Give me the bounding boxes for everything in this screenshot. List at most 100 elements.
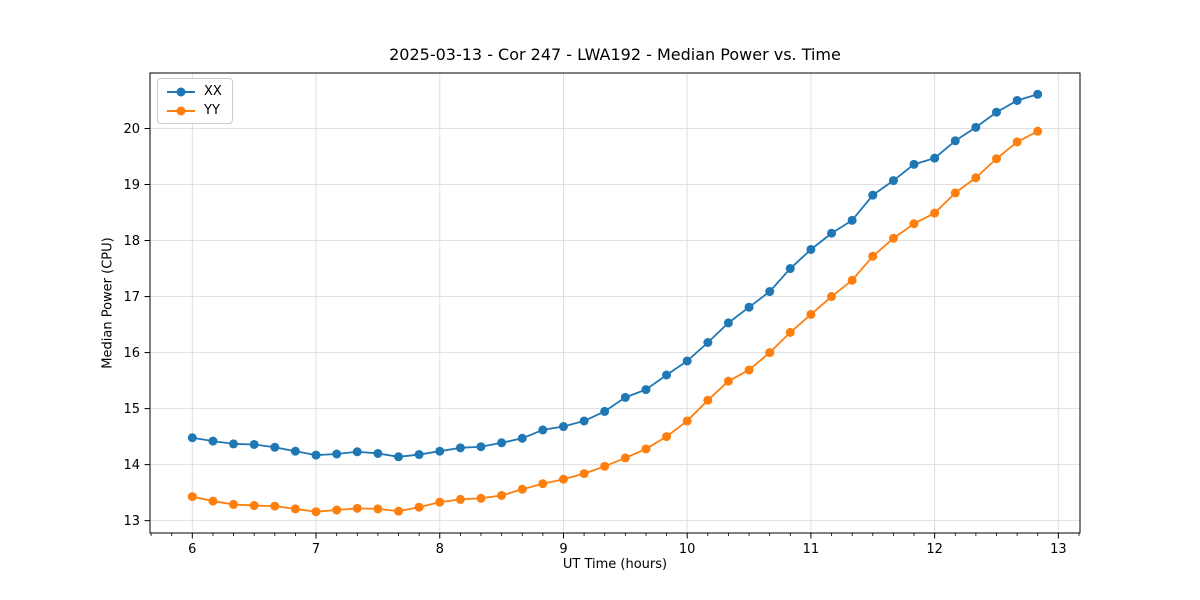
yy-data-point-marker xyxy=(723,376,733,386)
y-tick-label: 19 xyxy=(123,178,140,193)
x-axis-label: UT Time (hours) xyxy=(562,557,668,572)
xx-data-point-marker xyxy=(950,136,960,146)
xx-data-point-marker xyxy=(249,439,259,449)
yy-data-point-marker xyxy=(806,309,816,319)
yy-data-point-marker xyxy=(868,251,878,261)
legend-label-yy: YY xyxy=(204,103,220,118)
xx-data-point-marker xyxy=(703,338,713,348)
xx-data-point-marker xyxy=(991,107,1001,117)
xx-data-point-marker xyxy=(435,446,445,456)
yy-data-point-marker xyxy=(290,504,300,514)
xx-data-point-marker xyxy=(888,176,898,186)
yy-data-point-marker xyxy=(930,208,940,218)
chart-title: 2025-03-13 - Cor 247 - LWA192 - Median P… xyxy=(389,45,841,64)
yy-data-point-marker xyxy=(620,453,630,463)
yy-data-point-marker xyxy=(435,497,445,507)
yy-data-point-marker xyxy=(373,504,383,514)
x-tick-label: 8 xyxy=(436,542,444,557)
yy-data-point-marker xyxy=(600,461,610,471)
xx-data-point-marker xyxy=(352,447,362,457)
yy-data-point-marker xyxy=(785,327,795,337)
yy-data-point-marker xyxy=(827,292,837,302)
xx-data-point-marker xyxy=(930,153,940,163)
yy-data-point-marker xyxy=(641,444,651,454)
yy-data-point-marker xyxy=(517,484,527,494)
yy-data-point-marker xyxy=(476,493,486,503)
yy-data-point-marker xyxy=(703,395,713,405)
xx-series-line xyxy=(192,93,1038,458)
yy-data-point-marker xyxy=(311,507,321,517)
x-tick-label: 7 xyxy=(312,542,320,557)
xx-data-point-marker xyxy=(497,438,507,448)
legend-item-xx: XX xyxy=(166,84,222,99)
x-tick-label: 6 xyxy=(188,542,196,557)
yy-data-point-marker xyxy=(229,499,239,509)
xx-data-point-marker xyxy=(620,392,630,402)
xx-data-point-marker xyxy=(682,356,692,366)
xx-data-point-marker xyxy=(517,433,527,443)
yy-data-point-marker xyxy=(744,365,754,375)
yy-data-point-marker xyxy=(538,479,548,489)
y-tick-label: 13 xyxy=(123,514,140,529)
yy-data-point-marker xyxy=(847,275,857,285)
y-tick-label: 14 xyxy=(123,458,140,473)
legend-item-yy: YY xyxy=(166,103,222,118)
xx-data-point-marker xyxy=(847,215,857,225)
legend-label-xx: XX xyxy=(204,84,222,99)
x-tick-label: 12 xyxy=(926,542,943,557)
x-tick-label: 11 xyxy=(803,542,820,557)
legend: XX YY xyxy=(157,78,233,124)
xx-data-point-marker xyxy=(229,439,239,449)
xx-data-point-marker xyxy=(744,302,754,312)
yy-data-point-marker xyxy=(682,416,692,426)
xx-data-point-marker xyxy=(868,190,878,200)
xx-data-point-marker xyxy=(806,244,816,254)
xx-data-point-marker xyxy=(558,422,568,432)
y-tick-label: 16 xyxy=(123,346,140,361)
y-tick-label: 20 xyxy=(123,122,140,137)
yy-data-point-marker xyxy=(1033,126,1043,136)
yy-data-point-marker xyxy=(270,501,280,511)
xx-data-point-marker xyxy=(455,443,465,453)
yy-data-point-marker xyxy=(579,469,589,479)
xx-data-point-marker xyxy=(579,416,589,426)
xx-data-point-marker xyxy=(827,228,837,238)
xx-line-sample-icon xyxy=(167,87,195,96)
xx-data-point-marker xyxy=(290,446,300,456)
xx-data-point-marker xyxy=(311,450,321,460)
xx-data-point-marker xyxy=(187,433,197,443)
xx-data-point-marker xyxy=(600,406,610,416)
yy-data-point-marker xyxy=(909,219,919,229)
xx-data-point-marker xyxy=(971,122,981,132)
yy-data-point-marker xyxy=(888,233,898,243)
yy-data-point-marker xyxy=(352,503,362,513)
yy-data-point-marker xyxy=(662,432,672,442)
y-axis-label: Median Power (CPU) xyxy=(100,237,116,369)
yy-data-point-marker xyxy=(332,505,342,515)
xx-data-point-marker xyxy=(270,442,280,452)
xx-data-point-marker xyxy=(1033,89,1043,99)
plot-frame xyxy=(149,72,1081,534)
xx-data-point-marker xyxy=(538,425,548,435)
yy-data-point-marker xyxy=(971,173,981,183)
yy-data-point-marker xyxy=(558,474,568,484)
xx-data-point-marker xyxy=(1012,95,1022,105)
yy-data-point-marker xyxy=(455,494,465,504)
y-tick-label: 18 xyxy=(123,234,140,249)
xx-data-point-marker xyxy=(723,318,733,328)
xx-data-point-marker xyxy=(394,452,404,462)
yy-data-point-marker xyxy=(1012,137,1022,147)
xx-data-point-marker xyxy=(662,370,672,380)
xx-data-point-marker xyxy=(641,385,651,395)
yy-data-point-marker xyxy=(497,490,507,500)
yy-data-point-marker xyxy=(991,154,1001,164)
yy-data-point-marker xyxy=(765,348,775,358)
yy-data-point-marker xyxy=(414,502,424,512)
xx-data-point-marker xyxy=(909,159,919,169)
xx-data-point-marker xyxy=(208,436,218,446)
yy-data-point-marker xyxy=(249,501,259,511)
xx-data-point-marker xyxy=(765,287,775,297)
xx-data-point-marker xyxy=(332,449,342,459)
yy-line-sample-icon xyxy=(167,106,195,115)
